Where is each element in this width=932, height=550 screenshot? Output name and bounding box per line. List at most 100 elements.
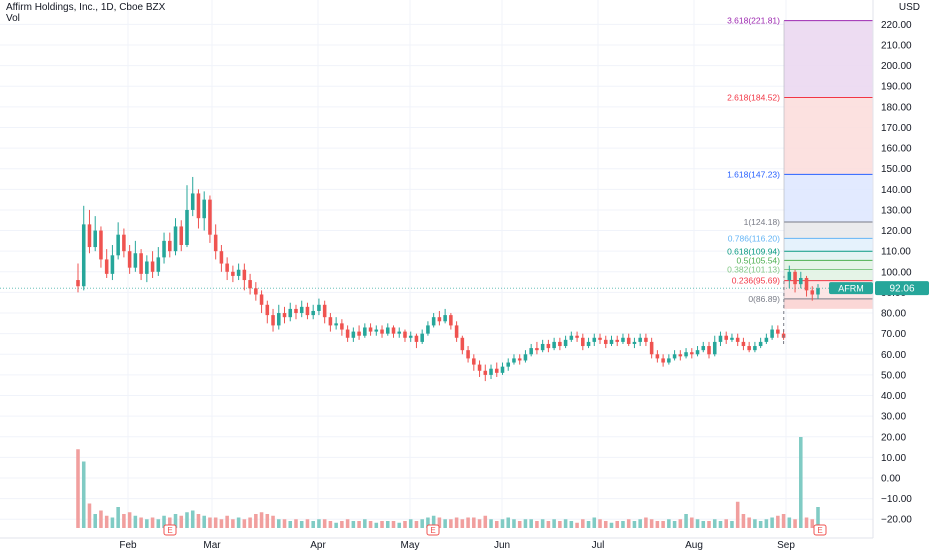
- volume-bar: [311, 521, 315, 528]
- volume-bar: [758, 521, 763, 528]
- volume-bar: [162, 515, 166, 528]
- candle-body: [615, 339, 620, 342]
- candle-body: [408, 335, 413, 338]
- volume-bar: [735, 501, 740, 528]
- candle-body: [127, 251, 132, 268]
- volume-bar: [271, 515, 275, 528]
- volume-bar: [225, 515, 229, 528]
- volume-bar: [145, 519, 149, 528]
- candle-body: [368, 327, 373, 332]
- fib-zone: [784, 97, 873, 175]
- volume-bar: [810, 519, 815, 528]
- volume-bar: [787, 517, 792, 528]
- candle-body: [799, 277, 803, 285]
- volume-bar: [581, 519, 585, 528]
- earnings-marker[interactable]: [813, 524, 827, 536]
- earnings-marker-label: E: [167, 526, 172, 535]
- volume-bar: [179, 515, 184, 528]
- volume-bar: [213, 517, 218, 528]
- volume-bar: [540, 519, 545, 528]
- volume-bar: [529, 519, 533, 528]
- candle-body: [558, 341, 562, 347]
- volume-bar: [466, 517, 470, 528]
- volume-bar: [586, 521, 591, 528]
- candle-body: [139, 253, 143, 274]
- volume-bar: [322, 519, 327, 528]
- candle-body: [804, 277, 809, 291]
- volume-bar: [299, 521, 304, 528]
- price-tick-label: 200.00: [881, 61, 912, 72]
- volume-bar: [76, 449, 80, 528]
- volume-bar: [472, 517, 476, 528]
- symbol-tag: [829, 282, 873, 295]
- volume-bar: [517, 521, 522, 528]
- candle-body: [632, 341, 637, 344]
- volume-bar: [248, 517, 252, 528]
- volume-bar: [747, 517, 751, 528]
- candle-body: [340, 323, 344, 330]
- price-tick-label: 80.00: [881, 309, 906, 320]
- candle-body: [741, 341, 746, 347]
- price-tick-label: 0.00: [881, 474, 901, 485]
- volume-bar: [558, 521, 562, 528]
- volume-bar: [535, 521, 539, 528]
- volume-bar: [512, 519, 516, 528]
- volume-bar: [340, 521, 344, 528]
- candle-body: [581, 337, 585, 347]
- volume-bar: [563, 519, 568, 528]
- candle-body: [598, 337, 602, 340]
- volume-bar: [110, 517, 115, 528]
- volume-bar: [523, 519, 528, 528]
- candle-body: [104, 259, 109, 274]
- fib-zone: [784, 260, 873, 270]
- candle-body: [299, 306, 304, 314]
- candle-body: [196, 193, 201, 219]
- price-tick-label: 160.00: [881, 144, 912, 155]
- volume-bar: [368, 521, 373, 528]
- candle-body: [454, 325, 459, 338]
- candle-body: [87, 224, 92, 248]
- candle-body: [145, 261, 149, 274]
- candle-body: [397, 331, 402, 334]
- candle-body: [351, 331, 356, 338]
- volume-bar: [420, 519, 424, 528]
- time-tick-label: Apr: [310, 540, 326, 550]
- fib-zone-below: [784, 298, 873, 309]
- candle-body: [173, 226, 178, 252]
- candle-body: [626, 337, 631, 344]
- currency-label: USD: [898, 2, 920, 13]
- candle-body: [747, 346, 751, 351]
- fib-level-label: 2.618(184.52): [727, 93, 780, 103]
- volume-bar: [500, 519, 505, 528]
- time-tick-label: May: [401, 540, 420, 550]
- volume-bar: [408, 519, 413, 528]
- price-tick-label: 70.00: [881, 329, 906, 340]
- price-tick-label: 220.00: [881, 20, 912, 31]
- candle-body: [403, 331, 407, 338]
- candle-body: [816, 288, 820, 295]
- candle-body: [168, 240, 172, 252]
- volume-bar: [489, 519, 493, 528]
- fib-level-label: 1.618(147.23): [727, 169, 780, 179]
- candle-body: [334, 323, 338, 326]
- fib-level-label: 1(124.18): [744, 217, 781, 227]
- volume-bar: [208, 517, 212, 528]
- candle-body: [202, 199, 206, 219]
- candle-body: [667, 358, 671, 363]
- earnings-marker[interactable]: [426, 524, 440, 536]
- price-axis-background: [873, 0, 932, 550]
- candle-body: [116, 234, 120, 256]
- earnings-marker[interactable]: [163, 524, 177, 536]
- volume-bar: [707, 521, 711, 528]
- candle-body: [391, 327, 396, 334]
- volume-bar: [426, 517, 430, 528]
- volume-bar: [305, 519, 310, 528]
- candle-body: [213, 234, 218, 252]
- price-tick-label: −10.00: [881, 494, 912, 505]
- fib-zone: [784, 269, 873, 281]
- volume-bar: [712, 519, 717, 528]
- candle-body: [99, 230, 103, 260]
- fib-level-label: 0.382(101.13): [727, 264, 780, 274]
- candle-body: [443, 315, 447, 322]
